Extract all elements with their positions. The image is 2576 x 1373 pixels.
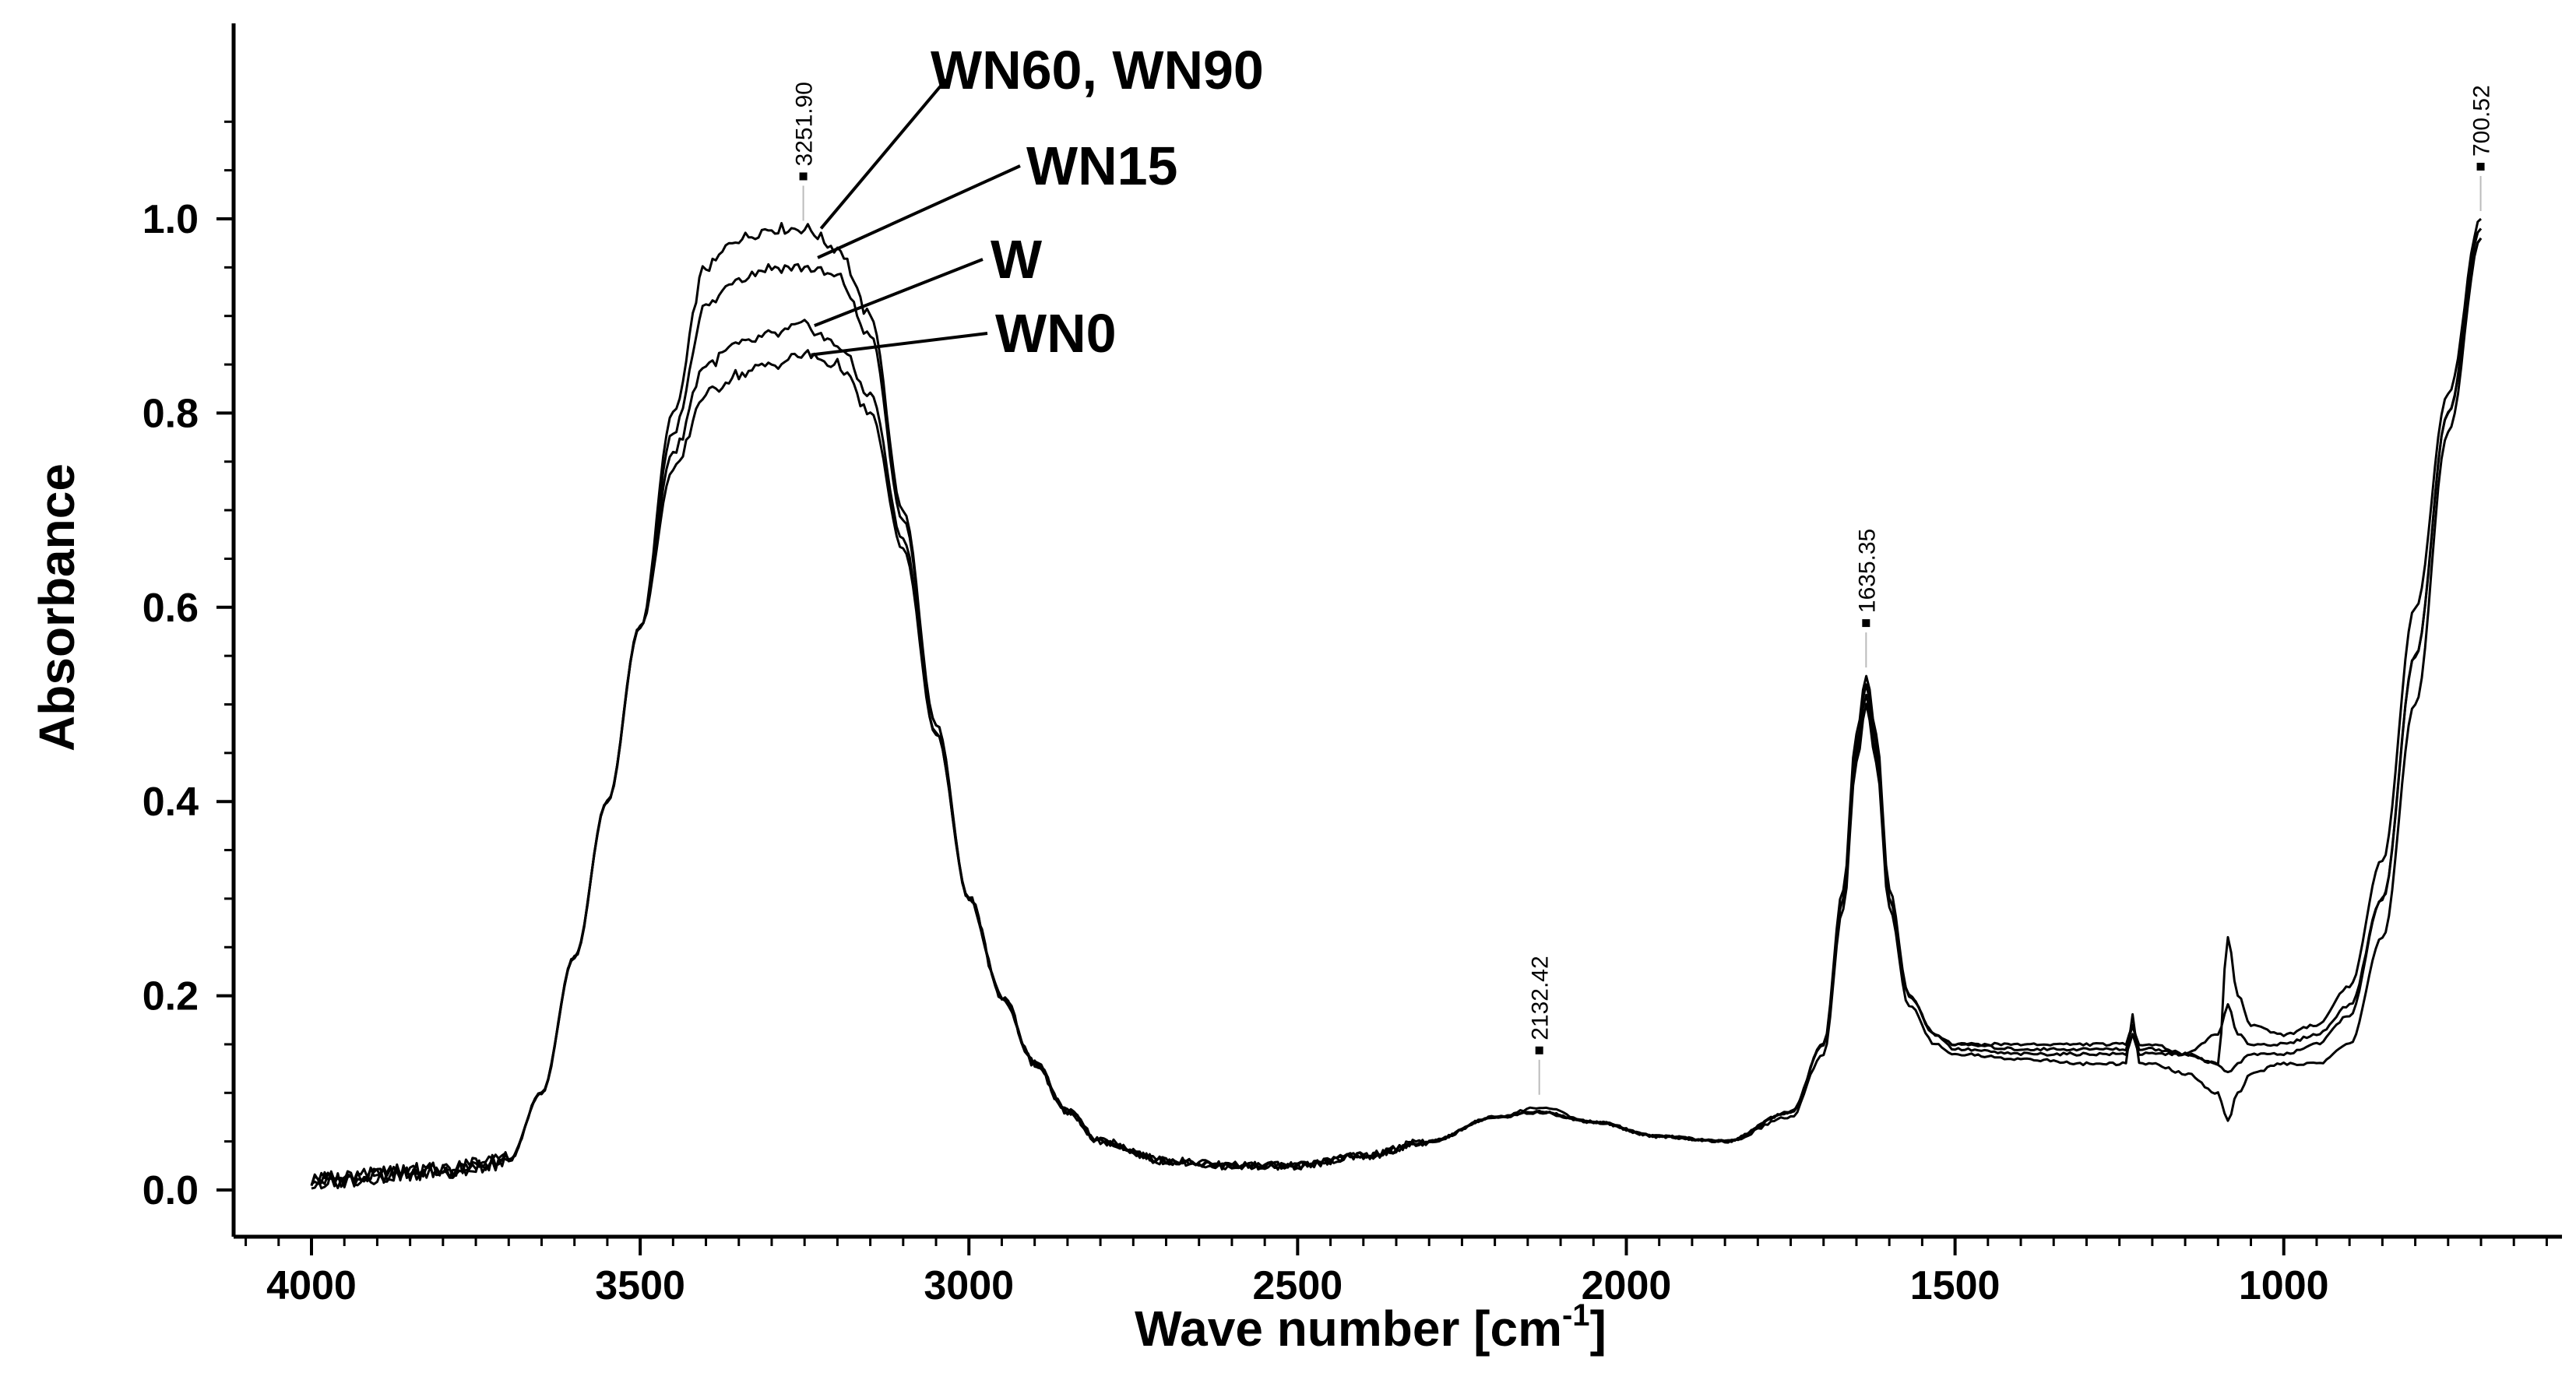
peak-marker [1862, 619, 1870, 628]
x-tick-label: 2000 [1582, 1263, 1672, 1308]
x-tick-label: 3500 [595, 1263, 685, 1308]
peak-marker [2476, 163, 2485, 171]
peak-label: 3251.90 [792, 82, 818, 166]
y-tick-label: 0.8 [143, 391, 199, 436]
series-callout-label: W [991, 229, 1042, 290]
x-tick-label: 3000 [924, 1263, 1014, 1308]
y-tick-label: 0.2 [143, 974, 199, 1019]
peak-marker [1535, 1046, 1543, 1054]
y-tick-label: 0.0 [143, 1168, 199, 1213]
y-tick-label: 0.6 [143, 586, 199, 631]
series-line-w [311, 217, 2483, 1188]
series-callout-label: WN15 [1026, 136, 1177, 196]
x-tick-label: 4000 [266, 1263, 357, 1308]
callout-leader [819, 78, 948, 230]
peak-label: 700.52 [2469, 85, 2495, 157]
y-tick-labels: 0.0 0.2 0.4 0.6 0.8 1.0 [143, 197, 234, 1213]
x-tick-label: 1500 [1910, 1263, 2001, 1308]
peak-markers: 3251.90 2132.42 1635.35 700.52 [792, 82, 2495, 1095]
x-axis-title: Wave number [cm-1] [1135, 1298, 1606, 1357]
series-callout-label: WN60, WN90 [931, 40, 1264, 100]
series-callout-label: WN0 [995, 303, 1117, 364]
series-callouts: WN60, WN90 WN15 W WN0 [811, 40, 1264, 364]
series-line-wn60-wn90 [310, 222, 2483, 1188]
x-tick-label: 1000 [2239, 1263, 2329, 1308]
peak-label: 2132.42 [1528, 956, 1554, 1040]
peak-marker [799, 172, 808, 181]
peak-label: 1635.35 [1854, 529, 1880, 613]
series-line-wn15 [311, 237, 2483, 1190]
callout-leader [817, 164, 1021, 259]
series-line-wn0 [310, 238, 2483, 1190]
axes [231, 23, 2562, 1239]
callout-leader [814, 258, 984, 328]
x-tick-label: 2500 [1253, 1263, 1343, 1308]
callout-leader [811, 332, 988, 357]
x-axis-title-main: Wave number [cm [1135, 1301, 1562, 1357]
y-tick-label: 0.4 [143, 780, 199, 825]
y-axis-title: Absorbance [29, 463, 85, 752]
x-axis-title-tail: ] [1590, 1301, 1606, 1357]
x-axis-title-superscript: -1 [1562, 1298, 1590, 1333]
y-tick-label: 1.0 [143, 197, 199, 242]
series-lines [310, 217, 2483, 1190]
x-tick-labels: 4000 3500 3000 2500 2000 1500 1000 [266, 1237, 2329, 1308]
